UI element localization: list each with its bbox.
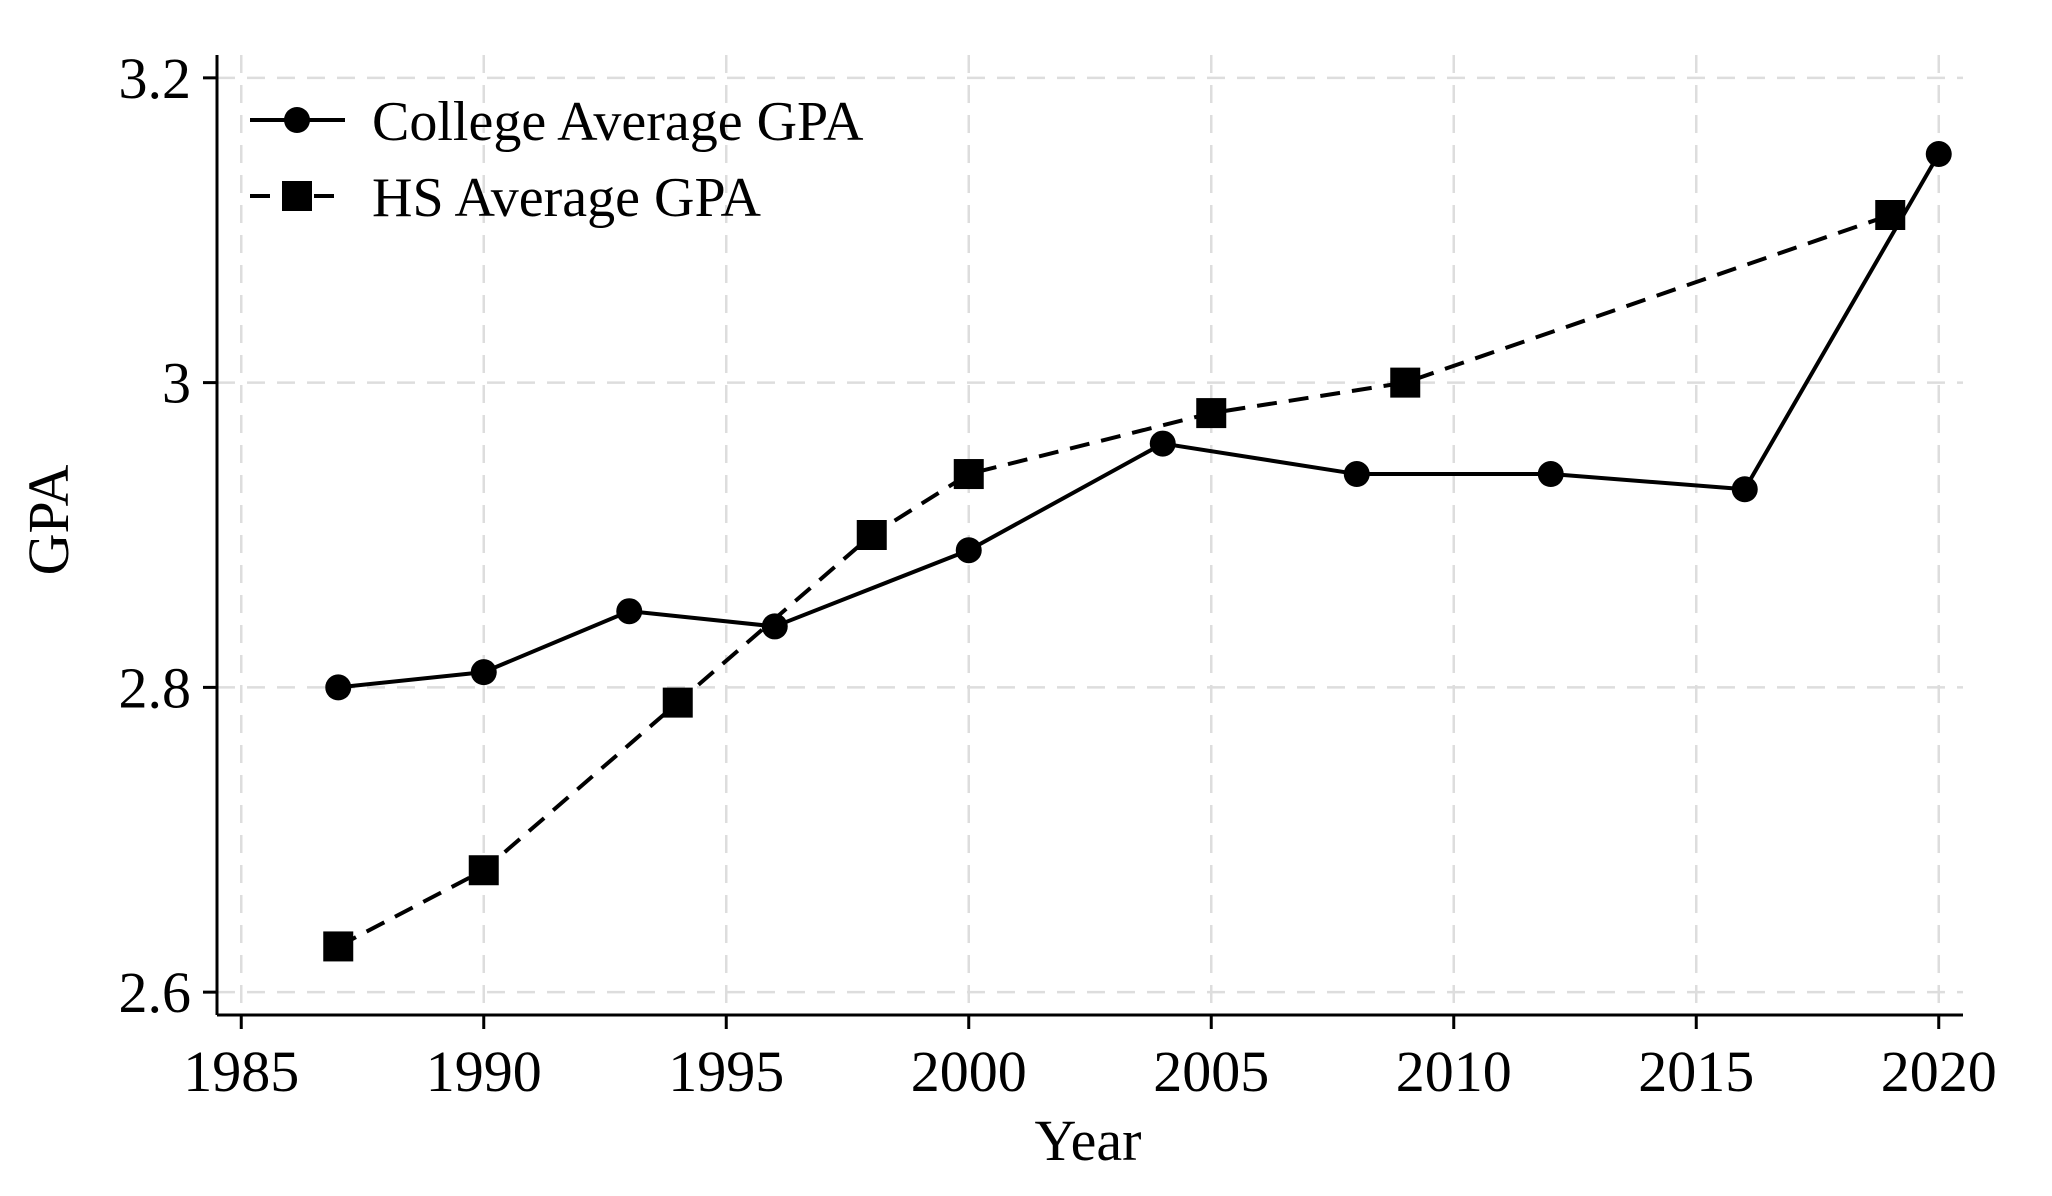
legend-label: College Average GPA xyxy=(372,91,864,153)
college-gpa-point xyxy=(1343,461,1370,488)
hs-gpa-point xyxy=(856,520,887,550)
x-tick-label: 2015 xyxy=(1638,1039,1754,1104)
hs-gpa-point xyxy=(468,855,499,886)
grid xyxy=(217,55,1963,1015)
x-axis-ticks: 1985 1990 1995 2000 2005 2010 2015 2020 xyxy=(183,1015,1997,1104)
y-axis-ticks: 2.6 2.8 3 3.2 xyxy=(119,46,217,1025)
axes xyxy=(215,55,1963,1017)
x-axis-title: Year xyxy=(1035,1108,1142,1173)
college-gpa-point xyxy=(761,613,788,640)
legend-square-marker xyxy=(282,181,312,211)
legend-circle-marker xyxy=(284,107,310,133)
y-tick-label: 2.6 xyxy=(119,960,192,1025)
college-gpa-point xyxy=(1925,141,1952,168)
college-gpa-point xyxy=(1537,461,1564,488)
hs-gpa-line xyxy=(337,213,1891,949)
x-tick-label: 1985 xyxy=(183,1039,299,1104)
college-gpa-line xyxy=(338,153,1941,690)
college-gpa-point xyxy=(955,537,982,564)
hs-gpa-point xyxy=(662,687,693,718)
legend: College Average GPA HS Average GPA xyxy=(250,91,864,229)
legend-label: HS Average GPA xyxy=(372,167,761,229)
x-tick-label: 2005 xyxy=(1153,1039,1269,1104)
hs-gpa-point xyxy=(1196,398,1227,429)
y-tick-label: 3.2 xyxy=(119,46,192,111)
x-tick-label: 1990 xyxy=(426,1039,542,1104)
series xyxy=(323,141,1952,962)
y-axis-title: GPA xyxy=(16,465,81,576)
hs-gpa-point xyxy=(1875,200,1906,230)
x-tick-label: 2000 xyxy=(911,1039,1027,1104)
college-gpa-point xyxy=(1731,476,1758,503)
x-tick-label: 1995 xyxy=(668,1039,784,1104)
college-gpa-point xyxy=(470,659,497,686)
x-tick-label: 2020 xyxy=(1881,1039,1997,1104)
y-tick-label: 2.8 xyxy=(119,655,192,720)
hs-gpa-point xyxy=(953,459,984,490)
college-gpa-point xyxy=(325,674,352,701)
x-tick-label: 2010 xyxy=(1396,1039,1512,1104)
y-tick-label: 3 xyxy=(162,351,191,416)
college-gpa-point xyxy=(1149,430,1176,457)
hs-gpa-point xyxy=(1390,367,1421,398)
hs-gpa-point xyxy=(323,931,354,962)
college-gpa-point xyxy=(616,598,643,625)
